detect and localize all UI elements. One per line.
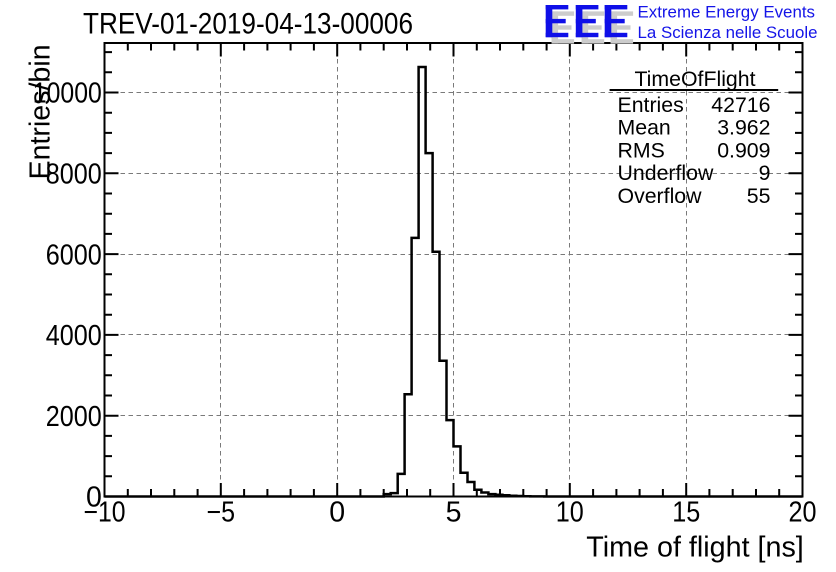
svg-text:Entries: Entries — [618, 93, 684, 117]
svg-text:6000: 6000 — [46, 239, 102, 271]
svg-text:Overflow: Overflow — [618, 184, 703, 208]
svg-text:0.909: 0.909 — [717, 138, 770, 162]
svg-text:Time of flight [ns]: Time of flight [ns] — [586, 532, 804, 564]
svg-text:RMS: RMS — [618, 138, 665, 162]
svg-text:2000: 2000 — [46, 401, 102, 433]
svg-text:0: 0 — [329, 497, 345, 529]
svg-text:8000: 8000 — [46, 159, 102, 191]
svg-text:3.962: 3.962 — [717, 116, 770, 140]
svg-text:55: 55 — [747, 184, 771, 208]
svg-text:0: 0 — [86, 482, 102, 514]
svg-text:−10: −10 — [84, 497, 126, 529]
svg-text:−5: −5 — [207, 497, 236, 529]
svg-text:4000: 4000 — [46, 320, 102, 352]
svg-text:Underflow: Underflow — [618, 161, 714, 185]
svg-text:La Scienza nelle Scuole: La Scienza nelle Scuole — [638, 23, 818, 42]
svg-text:15: 15 — [672, 497, 700, 529]
svg-text:Entries/bin: Entries/bin — [25, 44, 57, 179]
svg-text:Mean: Mean — [618, 116, 671, 140]
svg-text:10000: 10000 — [33, 78, 102, 110]
svg-text:20: 20 — [789, 497, 817, 529]
svg-text:9: 9 — [759, 161, 771, 185]
svg-text:TREV-01-2019-04-13-00006: TREV-01-2019-04-13-00006 — [83, 7, 413, 40]
svg-text:5: 5 — [446, 497, 462, 529]
svg-text:10: 10 — [556, 497, 584, 529]
svg-text:Extreme Energy Events: Extreme Energy Events — [638, 3, 816, 22]
svg-text:42716: 42716 — [711, 93, 770, 117]
svg-text:TimeOfFlight: TimeOfFlight — [634, 67, 755, 91]
